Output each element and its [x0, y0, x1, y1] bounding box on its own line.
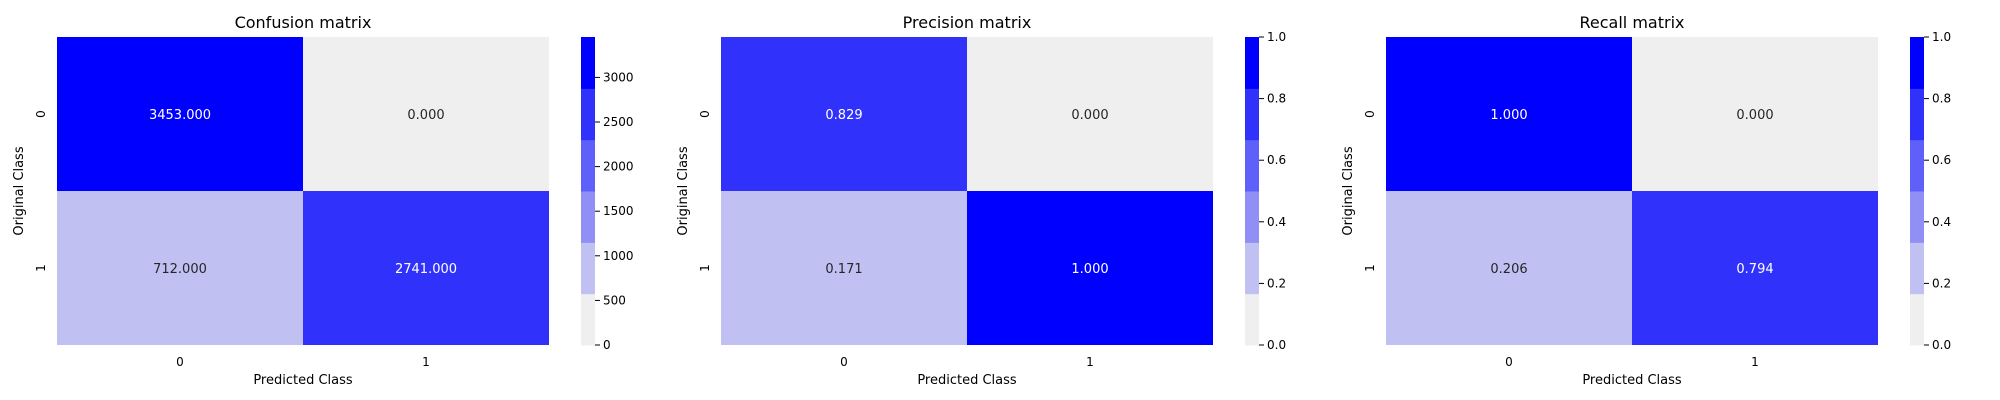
x-tick-label: 1	[1086, 355, 1094, 369]
colorbar-tick-label: 0.8	[1932, 92, 1951, 106]
colorbar-tick-label: 1.0	[1267, 30, 1286, 44]
chart-title: Recall matrix	[1580, 13, 1685, 32]
cell-value-label: 1.000	[1071, 262, 1108, 277]
heatmap-cell	[1386, 191, 1632, 345]
colorbar-segment	[581, 37, 595, 89]
colorbar-tick-label: 1500	[603, 204, 634, 218]
cell-value-label: 0.794	[1736, 262, 1773, 277]
x-tick-label: 1	[422, 355, 430, 369]
y-tick-label: 0	[34, 110, 48, 118]
colorbar-segment	[1910, 293, 1924, 346]
colorbar: 0.0 0.2 0.4 0.6 0.8 1.0	[1910, 30, 1951, 352]
y-axis-label: Original Class	[676, 146, 691, 235]
cell-value-label: 0.000	[1736, 108, 1773, 123]
x-tick-label: 0	[1505, 355, 1513, 369]
colorbar-tick-label: 0.2	[1932, 276, 1951, 290]
heatmap-cells: 3453.000 0.000 712.000 2741.000	[57, 37, 549, 345]
heatmap-cell	[967, 37, 1213, 191]
colorbar-segment	[1245, 37, 1259, 89]
y-tick-label: 1	[34, 264, 48, 272]
x-tick-label: 0	[840, 355, 848, 369]
colorbar-tick-label: 0.0	[1267, 338, 1286, 352]
chart-title: Confusion matrix	[235, 13, 372, 32]
y-axis-label: Original Class	[12, 146, 27, 235]
x-tick-label: 0	[176, 355, 184, 369]
colorbar-tick-label: 0.0	[1932, 338, 1951, 352]
heatmap-cell	[1386, 37, 1632, 191]
colorbar-segment	[581, 139, 595, 192]
colorbar-segment	[1910, 88, 1924, 141]
heatmap-cell	[721, 37, 967, 191]
colorbar-tick-label: 0.4	[1267, 215, 1286, 229]
heatmap-cell	[1632, 37, 1878, 191]
cell-value-label: 0.206	[1490, 262, 1527, 277]
y-tick-label: 1	[1363, 264, 1377, 272]
colorbar-segment	[1245, 242, 1259, 295]
cell-value-label: 3453.000	[149, 108, 211, 123]
y-tick-label: 0	[698, 110, 712, 118]
heatmap-cell	[57, 37, 303, 191]
y-tick-label: 1	[698, 264, 712, 272]
colorbar-segment	[581, 293, 595, 346]
colorbar-segment	[1910, 242, 1924, 295]
colorbar-segment	[1245, 139, 1259, 192]
heatmap-cells: 0.829 0.000 0.171 1.000	[721, 37, 1213, 345]
cell-value-label: 712.000	[153, 262, 207, 277]
colorbar-segment	[1245, 88, 1259, 141]
heatmap-cell	[303, 37, 549, 191]
cell-value-label: 0.000	[1071, 108, 1108, 123]
colorbar-segment	[1910, 139, 1924, 192]
colorbar-segment	[1910, 191, 1924, 243]
colorbar-tick-label: 0.6	[1267, 153, 1286, 167]
cell-value-label: 1.000	[1490, 108, 1527, 123]
colorbar-tick-label: 2000	[603, 160, 634, 174]
colorbar-segment	[581, 88, 595, 141]
cell-value-label: 0.829	[825, 108, 862, 123]
colorbar-tick-label: 1.0	[1932, 30, 1951, 44]
colorbar-tick-label: 0	[603, 338, 611, 352]
heatmap-cell	[303, 191, 549, 345]
colorbar-segment	[581, 191, 595, 243]
colorbar: 0.0 0.2 0.4 0.6 0.8 1.0	[1245, 30, 1286, 352]
colorbar-segment	[1245, 191, 1259, 243]
colorbar-segment	[581, 242, 595, 295]
x-tick-label: 1	[1751, 355, 1759, 369]
panel-confusion-matrix: Confusion matrix 3453.000 0.000 712.000 274…	[12, 13, 634, 388]
chart-title: Precision matrix	[903, 13, 1032, 32]
heatmap-cell	[57, 191, 303, 345]
colorbar-tick-label: 1000	[603, 249, 634, 263]
colorbar-tick-label: 2500	[603, 115, 634, 129]
heatmap-cell	[1632, 191, 1878, 345]
x-axis-label: Predicted Class	[917, 373, 1017, 388]
y-axis-label: Original Class	[1341, 146, 1356, 235]
y-tick-label: 0	[1363, 110, 1377, 118]
cell-value-label: 0.000	[407, 108, 444, 123]
colorbar-tick-label: 3000	[603, 70, 634, 84]
colorbar-tick-label: 0.2	[1267, 276, 1286, 290]
x-axis-label: Predicted Class	[1582, 373, 1682, 388]
colorbar-segment	[1245, 293, 1259, 346]
cell-value-label: 0.171	[825, 262, 862, 277]
colorbar: 0 500 1000 1500 2000 2500 3000	[581, 37, 634, 352]
colorbar-tick-label: 500	[603, 293, 626, 307]
heatmap-cells: 1.000 0.000 0.206 0.794	[1386, 37, 1878, 345]
colorbar-tick-label: 0.4	[1932, 215, 1951, 229]
x-axis-label: Predicted Class	[253, 373, 353, 388]
cell-value-label: 2741.000	[395, 262, 457, 277]
colorbar-tick-label: 0.8	[1267, 92, 1286, 106]
heatmap-cell	[721, 191, 967, 345]
heatmap-cell	[967, 191, 1213, 345]
colorbar-segment	[1910, 37, 1924, 89]
colorbar-tick-label: 0.6	[1932, 153, 1951, 167]
